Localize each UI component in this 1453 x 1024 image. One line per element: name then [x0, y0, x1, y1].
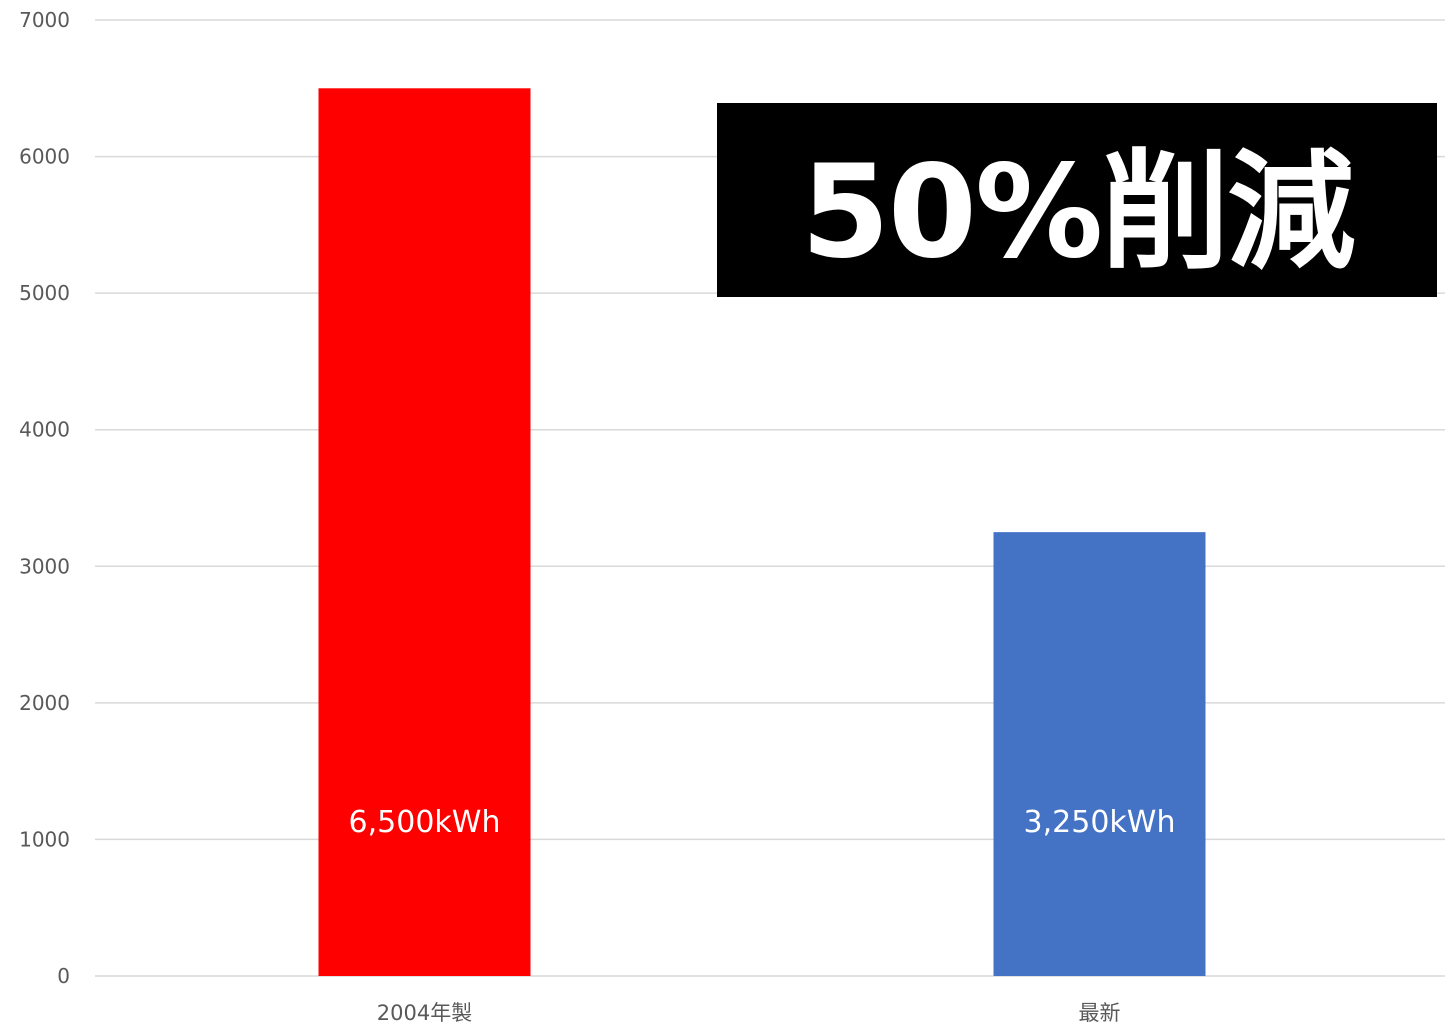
y-tick-label: 6000: [19, 145, 70, 169]
bar-1: [318, 88, 531, 977]
y-tick-label: 5000: [19, 281, 70, 305]
y-tick-label: 7000: [19, 8, 70, 32]
data-labels: 6,500kWh 3,250kWh: [349, 805, 1176, 840]
x-category-label: 最新: [1079, 1001, 1121, 1024]
y-tick-label: 1000: [19, 827, 70, 851]
x-category-label: 2004年製: [377, 1001, 472, 1024]
y-tick-label: 0: [57, 964, 70, 988]
y-tick-label: 3000: [19, 554, 70, 578]
bars: [318, 88, 1206, 977]
y-axis-ticks: 0 1000 2000 3000 4000 5000 6000 7000: [19, 8, 70, 988]
x-axis-labels: 2004年製 最新: [377, 1001, 1121, 1024]
data-label: 6,500kWh: [349, 805, 501, 840]
data-label: 3,250kWh: [1024, 805, 1176, 840]
reduction-callout: 50%削減: [717, 103, 1437, 297]
y-tick-label: 4000: [19, 418, 70, 442]
bar-2: [993, 532, 1206, 976]
y-tick-label: 2000: [19, 691, 70, 715]
